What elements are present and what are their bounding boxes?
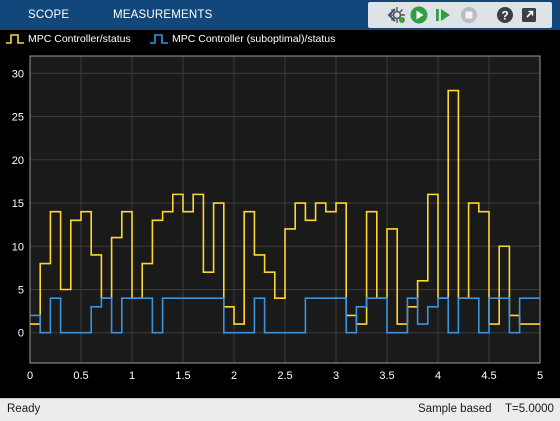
legend-swatch-yellow [6, 34, 24, 44]
x-tick-label: 5 [537, 370, 543, 382]
status-mode: Sample based [418, 403, 492, 415]
step-forward-icon[interactable] [432, 4, 454, 26]
x-tick-label: 4 [435, 370, 441, 382]
stop-icon[interactable] [458, 4, 480, 26]
legend-swatch-blue [150, 34, 168, 44]
x-tick-label: 3.5 [379, 370, 394, 382]
y-tick-label: 25 [12, 112, 24, 124]
axes-border [29, 55, 541, 364]
series-line-1 [30, 297, 540, 334]
y-tick-label: 30 [12, 68, 24, 80]
x-tick-label: 0.5 [73, 370, 88, 382]
status-bar: Ready Sample based T=5.0000 [0, 398, 560, 421]
toolstrip [368, 2, 552, 28]
tab-measurements[interactable]: MEASUREMENTS [113, 9, 213, 21]
y-tick-label: 5 [18, 284, 24, 296]
y-tick-label: 10 [12, 241, 24, 253]
scope-toolbar: SCOPE MEASUREMENTS ? [0, 0, 560, 30]
y-tick-label: 15 [12, 198, 24, 210]
legend-label: MPC Controller/status [28, 33, 131, 45]
legend-swatch-path [6, 34, 24, 44]
status-time: T=5.0000 [505, 403, 554, 415]
svg-text:?: ? [501, 9, 508, 23]
x-tick-label: 4.5 [481, 370, 496, 382]
undock-icon[interactable] [518, 4, 540, 26]
x-tick-label: 1.5 [175, 370, 190, 382]
legend-swatch-path [150, 34, 168, 44]
y-tick-label: 0 [18, 328, 24, 340]
legend-label: MPC Controller (suboptimal)/status [172, 33, 336, 45]
y-tick-label: 20 [12, 155, 24, 167]
legend-item-mpc-controller[interactable]: MPC Controller/status [6, 30, 131, 48]
scope-plot: 0 0.5 1 1.5 2 2.5 3 3.5 4 4.5 5 0 5 10 15 20 25 30 [0, 48, 560, 398]
x-tick-label: 3 [333, 370, 339, 382]
status-ready: Ready [7, 403, 41, 415]
signal-selector-icon[interactable] [386, 4, 408, 26]
plot-canvas[interactable]: 0 0.5 1 1.5 2 2.5 3 3.5 4 4.5 5 0 5 10 15 20 25 30 [0, 48, 560, 398]
legend-item-mpc-suboptimal[interactable]: MPC Controller (suboptimal)/status [150, 30, 335, 48]
help-icon[interactable]: ? [494, 4, 516, 26]
series-line-0 [30, 89, 540, 325]
x-tick-label: 2.5 [277, 370, 292, 382]
x-tick-label: 0 [27, 370, 33, 382]
legend: MPC Controller/status MPC Controller (su… [0, 30, 560, 48]
x-tick-label: 1 [129, 370, 135, 382]
run-icon[interactable] [408, 4, 430, 26]
x-tick-label: 2 [231, 370, 237, 382]
tab-scope[interactable]: SCOPE [28, 9, 70, 21]
